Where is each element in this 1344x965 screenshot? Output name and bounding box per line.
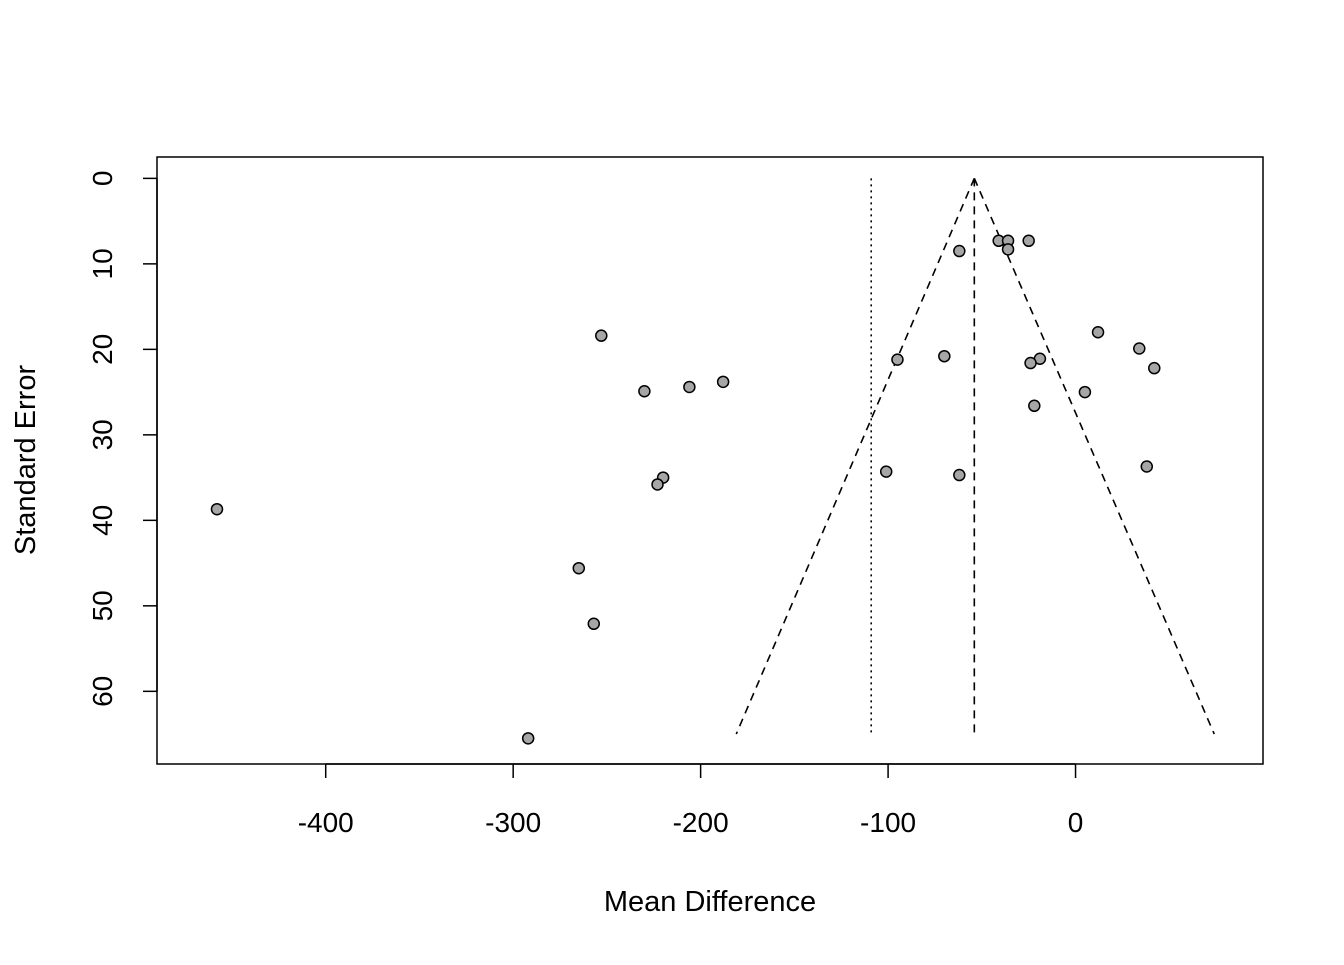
reference-lines <box>735 178 1215 735</box>
data-point <box>716 375 730 389</box>
x-axis-label: Mean Difference <box>604 886 816 918</box>
y-tick-label: 50 <box>87 590 118 621</box>
x-tick-label: -300 <box>485 807 541 838</box>
data-point <box>1078 385 1092 399</box>
x-tick-label: -400 <box>298 807 354 838</box>
data-point <box>521 732 535 745</box>
y-tick-label: 10 <box>87 248 118 279</box>
data-point <box>1022 234 1035 248</box>
x-tick-label: -100 <box>860 807 916 838</box>
y-tick-label: 20 <box>87 334 118 365</box>
y-tick-label: 0 <box>87 171 118 187</box>
data-point <box>1001 243 1015 256</box>
data-point <box>210 502 224 516</box>
data-point <box>953 244 966 258</box>
x-tick-label: -200 <box>673 807 729 838</box>
data-point <box>1024 356 1037 370</box>
y-axis-label: Standard Error <box>10 365 42 556</box>
data-point <box>879 465 893 478</box>
y-tick-label: 30 <box>87 419 118 450</box>
funnel-right-line <box>973 178 1215 735</box>
data-point <box>595 329 608 342</box>
data-points <box>210 234 1161 745</box>
data-point <box>953 468 966 482</box>
data-point <box>1148 361 1161 375</box>
data-point <box>1133 342 1146 355</box>
y-tick-label: 40 <box>87 505 118 536</box>
data-point <box>587 617 601 631</box>
data-point <box>1091 326 1105 339</box>
x-tick-label: 0 <box>1068 807 1084 838</box>
data-point <box>938 349 951 363</box>
y-axis: 0 10 20 30 40 50 60 <box>87 171 158 707</box>
funnel-left-line <box>735 178 976 735</box>
y-tick-label: 60 <box>87 676 118 707</box>
data-point <box>1140 460 1154 473</box>
data-point <box>572 561 586 575</box>
x-axis: -400 -300 -200 -100 0 <box>298 763 1084 838</box>
data-point <box>891 353 904 366</box>
data-point <box>638 385 651 398</box>
data-point <box>683 380 696 394</box>
data-point <box>1028 399 1041 413</box>
data-point <box>651 478 664 491</box>
